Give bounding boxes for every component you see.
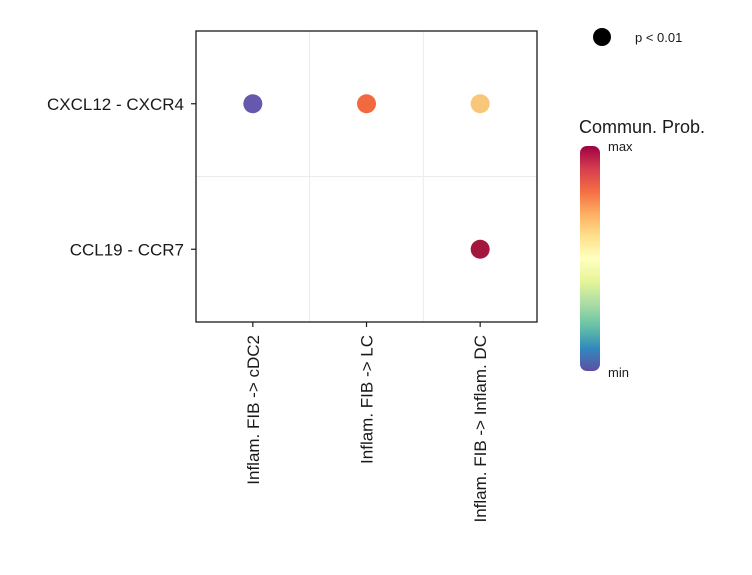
data-point — [357, 94, 376, 114]
color-legend-max-label: max — [608, 139, 633, 154]
x-tick-label: Inflam. FIB -> cDC2 — [244, 335, 263, 485]
color-legend: Commun. Prob. max min — [579, 117, 705, 380]
data-point — [470, 94, 490, 114]
color-bar — [580, 146, 600, 371]
color-legend-min-label: min — [608, 365, 629, 380]
size-legend: p < 0.01 — [593, 28, 682, 46]
y-tick-label: CCL19 - CCR7 — [70, 240, 184, 259]
color-legend-title: Commun. Prob. — [579, 117, 705, 137]
size-legend-label: p < 0.01 — [635, 30, 682, 45]
size-legend-dot — [593, 28, 611, 46]
data-point — [243, 94, 263, 114]
data-point — [470, 239, 490, 259]
y-axis: CXCL12 - CXCR4 CCL19 - CCR7 — [47, 95, 196, 259]
y-tick-label: CXCL12 - CXCR4 — [47, 95, 184, 114]
data-points — [243, 94, 490, 259]
x-tick-label: Inflam. FIB -> Inflam. DC — [471, 335, 490, 523]
x-tick-label: Inflam. FIB -> LC — [358, 335, 377, 464]
grid-lines — [196, 31, 537, 322]
x-axis: Inflam. FIB -> cDC2 Inflam. FIB -> LC Infl… — [244, 322, 490, 523]
